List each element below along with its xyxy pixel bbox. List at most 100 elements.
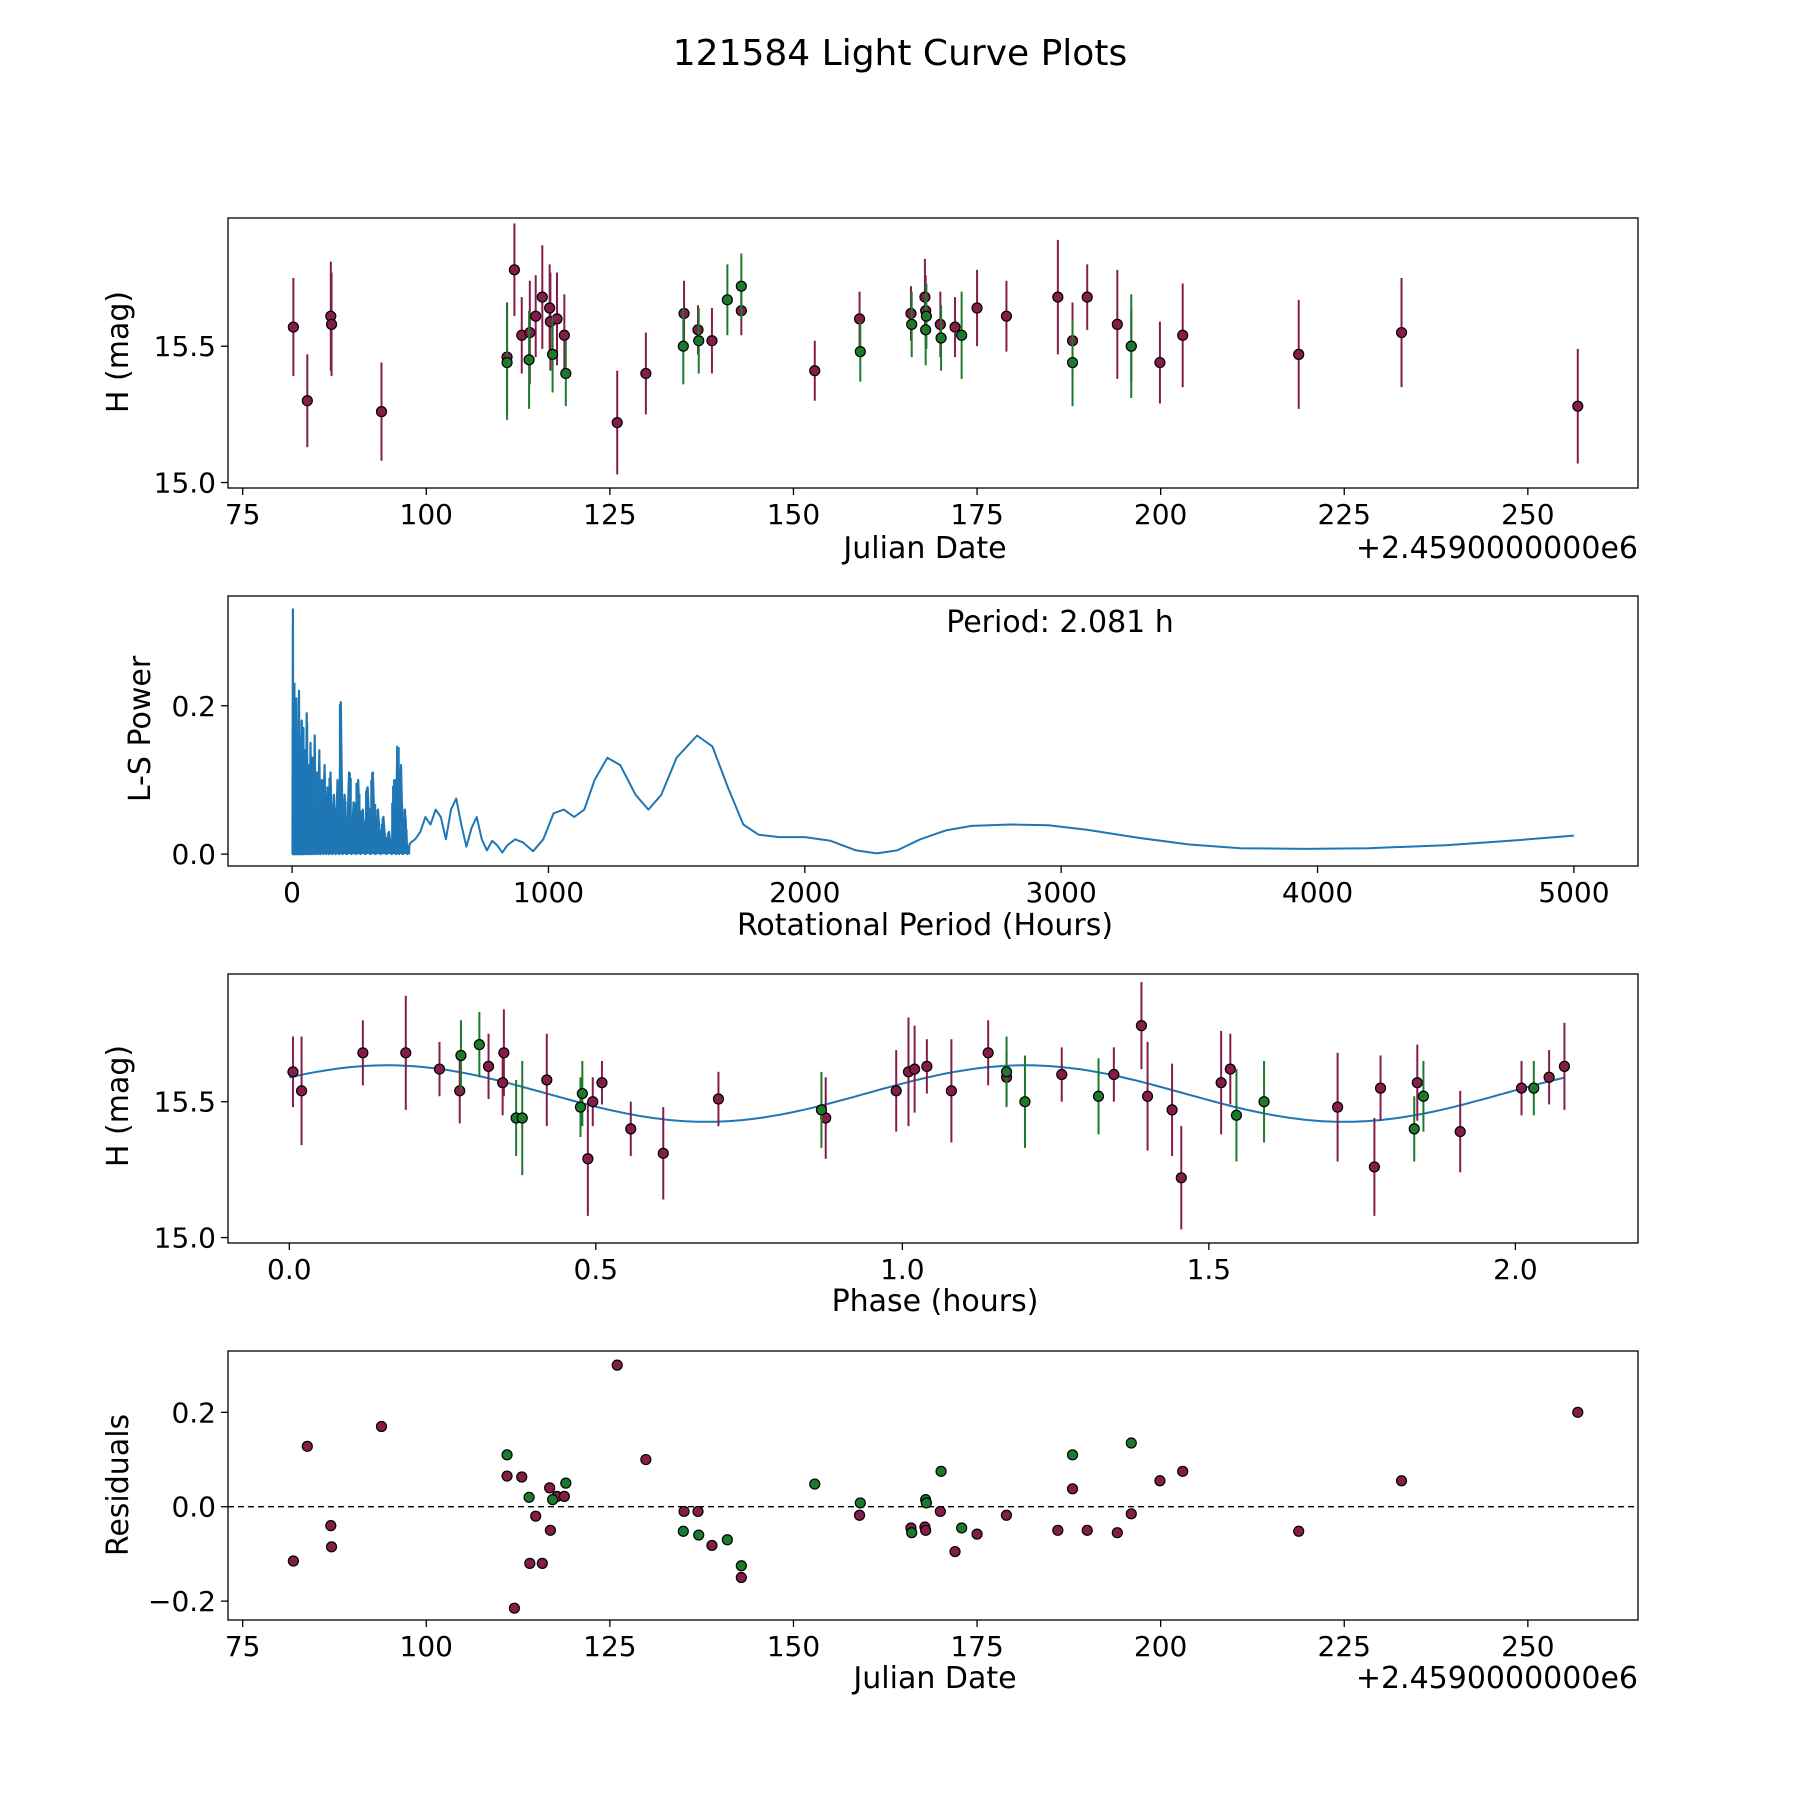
residuals-point-red <box>735 1571 747 1584</box>
lightcurve-point-green <box>854 346 866 358</box>
residuals-point-green <box>956 1522 968 1534</box>
residuals-point-red <box>853 1509 866 1521</box>
lightcurve-point-green <box>920 310 932 322</box>
phased-point-red <box>287 1066 299 1078</box>
lightcurve-point-red <box>1052 291 1064 303</box>
residuals-point-red <box>706 1539 718 1552</box>
residuals-point-red <box>1293 1525 1305 1537</box>
phased-point-green <box>1000 1066 1013 1078</box>
lightcurve-point-red <box>1081 291 1093 303</box>
residuals-xtick-label: 125 <box>583 1630 636 1663</box>
residuals-point-red <box>325 1520 337 1532</box>
residuals-xtick-label: 200 <box>1134 1630 1187 1663</box>
phased-point-green <box>516 1112 528 1124</box>
phased-point-green <box>473 1039 485 1051</box>
residuals-point-red <box>536 1557 548 1569</box>
residuals-point-red <box>1111 1527 1123 1539</box>
phased-point-red <box>1515 1082 1528 1094</box>
phased-point-red <box>890 1085 902 1097</box>
residuals-point-green <box>1125 1437 1137 1449</box>
lightcurve-point-green <box>956 329 968 341</box>
phased-point-red <box>596 1077 608 1089</box>
lightcurve-point-green <box>735 280 747 292</box>
phased-point-red <box>295 1085 308 1097</box>
residuals-point-red <box>524 1557 536 1569</box>
phased-point-red <box>497 1077 509 1089</box>
lightcurve-point-green <box>501 356 513 369</box>
residuals-point-red <box>516 1471 528 1483</box>
residuals-point-red <box>501 1470 513 1482</box>
residuals-point-red <box>1125 1508 1137 1520</box>
residuals-axes-frame <box>227 1350 1639 1621</box>
phased-xlabel: Phase (hours) <box>832 1284 1039 1319</box>
lightcurve-point-red <box>375 406 388 418</box>
periodogram-plot: 0 1000 2000 3000 4000 5000 0.0 0.2 <box>171 595 1639 909</box>
phased-xtick-label: 1.0 <box>880 1253 925 1286</box>
phased-point-red <box>482 1060 495 1072</box>
periodogram-axes-frame <box>227 595 1639 867</box>
residuals-point-green <box>906 1527 918 1539</box>
residuals-point-red <box>949 1545 961 1558</box>
phased-point-red <box>1411 1077 1423 1089</box>
lightcurve-point-green <box>677 340 689 352</box>
lightcurve-point-red <box>809 365 821 377</box>
lightcurve-point-red <box>971 302 983 314</box>
panel-periodogram: L-S Power Rotational Period (Hours) Peri… <box>123 605 1174 943</box>
residuals-xlabel: Julian Date <box>851 1661 1016 1696</box>
residuals-point-red <box>1000 1509 1013 1521</box>
phased-point-red <box>1368 1161 1380 1173</box>
lightcurve-offset-text: +2.4590000000e6 <box>1356 531 1638 566</box>
lightcurve-point-green <box>1066 356 1079 369</box>
phased-point-red <box>1224 1063 1236 1075</box>
phased-point-red <box>400 1047 412 1059</box>
residuals-xtick-label: 75 <box>225 1630 261 1663</box>
phased-point-red <box>1108 1068 1120 1081</box>
periodogram-xtick-label: 4000 <box>1282 876 1353 909</box>
residuals-point-green <box>854 1497 866 1509</box>
residuals-xtick-label: 175 <box>950 1630 1003 1663</box>
lightcurve-point-red <box>301 395 313 407</box>
periodogram-ytick-label: 0.2 <box>171 690 216 723</box>
phased-point-red <box>712 1093 725 1105</box>
residuals-point-red <box>301 1440 313 1452</box>
lightcurve-xlabel: Julian Date <box>841 531 1006 566</box>
phased-point-green <box>1417 1090 1430 1102</box>
residuals-point-red <box>558 1490 570 1502</box>
residuals-point-red <box>934 1505 946 1518</box>
lightcurve-point-green <box>1125 340 1137 352</box>
phased-xtick-label: 0.5 <box>574 1253 619 1286</box>
lightcurve-point-red <box>1154 356 1166 369</box>
residuals-plot: 75 100 125 150 175 200 225 250 −0.2 0.0 0.2 <box>148 1350 1639 1663</box>
lightcurve-point-red <box>1111 318 1123 330</box>
residuals-point-red <box>1081 1524 1093 1536</box>
phased-ytick-label: 15.5 <box>154 1086 216 1119</box>
phased-point-red <box>582 1153 594 1165</box>
lightcurve-point-red <box>706 335 718 347</box>
phased-point-red <box>1175 1172 1187 1184</box>
lightcurve-point-green <box>906 318 918 330</box>
phased-plot: 0.0 0.5 1.0 1.5 2.0 15.0 15.5 <box>154 973 1639 1286</box>
figure-title: 121584 Light Curve Plots <box>673 33 1127 74</box>
phased-ylabel: H (mag) <box>101 1045 136 1167</box>
residuals-ytick-label: 0.2 <box>171 1396 216 1429</box>
lightcurve-point-red <box>949 321 961 333</box>
phased-point-green <box>1528 1082 1540 1094</box>
phased-point-red <box>454 1085 466 1097</box>
phased-point-red <box>909 1063 921 1075</box>
lightcurve-xtick-label: 250 <box>1501 498 1554 531</box>
residuals-point-red <box>325 1541 338 1553</box>
phased-point-green <box>815 1104 828 1116</box>
residuals-point-red <box>971 1528 983 1540</box>
residuals-xtick-label: 250 <box>1501 1630 1554 1663</box>
residuals-ylabel: Residuals <box>101 1414 136 1556</box>
phased-point-red <box>587 1096 599 1108</box>
periodogram-xtick-label: 1000 <box>513 876 584 909</box>
lightcurve-point-red <box>287 321 299 333</box>
lightcurve-point-green <box>935 332 947 344</box>
panel-phased: H (mag) Phase (hours) <box>101 1045 1038 1319</box>
residuals-point-green <box>560 1477 572 1489</box>
phased-ytick-label: 15.0 <box>154 1222 216 1255</box>
phased-point-red <box>625 1123 637 1135</box>
lightcurve-ytick-label: 15.0 <box>154 467 216 500</box>
phased-xtick-label: 0.0 <box>267 1253 312 1286</box>
